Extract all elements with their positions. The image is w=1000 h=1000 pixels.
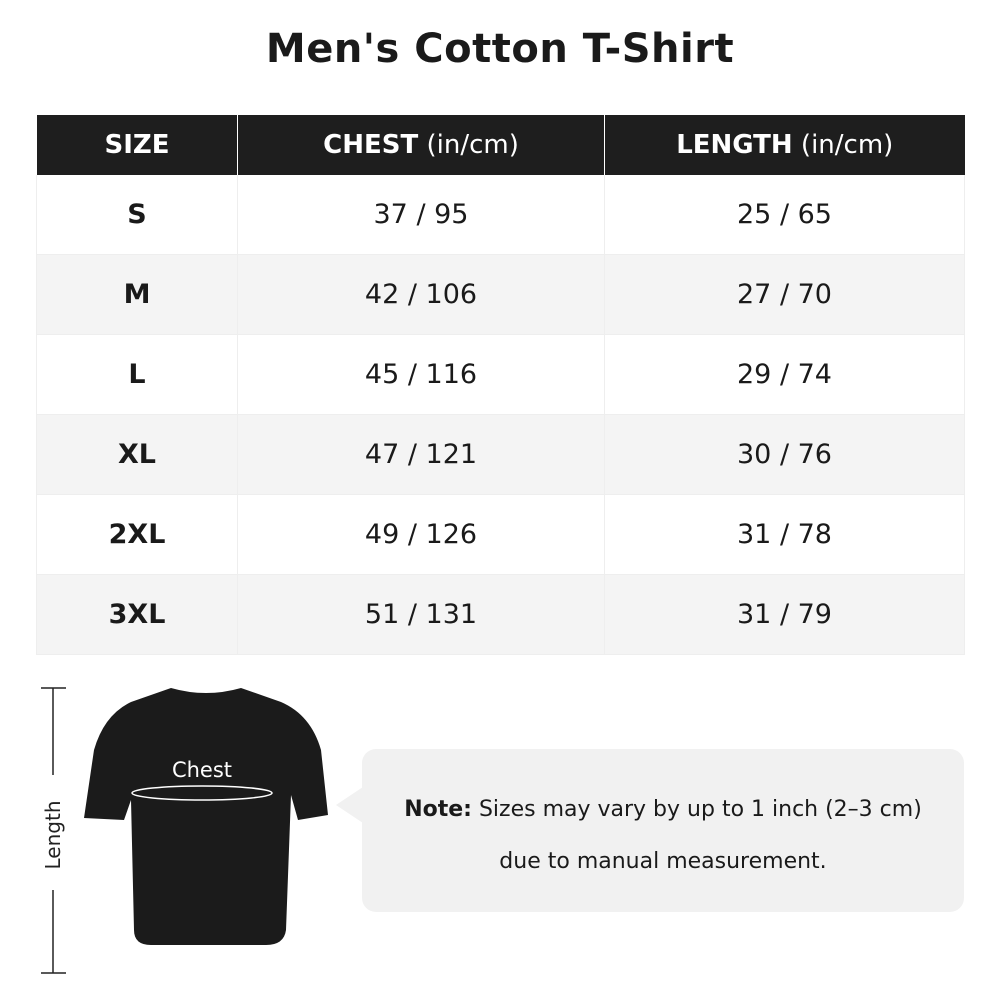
table-row: L 45 / 116 29 / 74 bbox=[36, 334, 965, 415]
table-header-row: SIZE CHEST (in/cm) LENGTH (in/cm) bbox=[36, 115, 965, 175]
chest-cell: 42 / 106 bbox=[237, 254, 605, 335]
column-header-label: SIZE bbox=[104, 130, 170, 160]
chest-cell: 49 / 126 bbox=[237, 494, 605, 575]
table-row: M 42 / 106 27 / 70 bbox=[36, 254, 965, 335]
length-indicator bbox=[41, 687, 66, 974]
table-row: 3XL 51 / 131 31 / 79 bbox=[36, 574, 965, 655]
chest-cell: 37 / 95 bbox=[237, 175, 605, 255]
size-cell: 2XL bbox=[36, 494, 238, 575]
note-text-line2: due to manual measurement. bbox=[499, 849, 827, 874]
size-chart-table: SIZE CHEST (in/cm) LENGTH (in/cm) S 37 / 95… bbox=[36, 115, 965, 655]
length-label: Length bbox=[41, 801, 65, 870]
note-box: Note: Sizes may vary by up to 1 inch (2–… bbox=[362, 749, 964, 912]
chest-cell: 47 / 121 bbox=[237, 414, 605, 495]
column-header-label: LENGTH bbox=[676, 130, 793, 160]
length-cell: 25 / 65 bbox=[604, 175, 965, 255]
chest-cell: 51 / 131 bbox=[237, 574, 605, 655]
note-text-line1: Sizes may vary by up to 1 inch (2–3 cm) bbox=[471, 797, 922, 822]
table-row: XL 47 / 121 30 / 76 bbox=[36, 414, 965, 495]
size-cell: S bbox=[36, 175, 238, 255]
column-header-label: CHEST bbox=[323, 130, 419, 160]
length-cell: 29 / 74 bbox=[604, 334, 965, 415]
note-label: Note: bbox=[404, 797, 472, 822]
column-header: CHEST (in/cm) bbox=[237, 115, 605, 175]
chest-cell: 45 / 116 bbox=[237, 334, 605, 415]
length-cell: 27 / 70 bbox=[604, 254, 965, 335]
length-cell: 31 / 78 bbox=[604, 494, 965, 575]
table-row: S 37 / 95 25 / 65 bbox=[36, 175, 965, 255]
size-cell: 3XL bbox=[36, 574, 238, 655]
table-row: 2XL 49 / 126 31 / 78 bbox=[36, 494, 965, 575]
length-cell: 31 / 79 bbox=[604, 574, 965, 655]
column-header: SIZE bbox=[36, 115, 238, 175]
chest-label: Chest bbox=[172, 758, 232, 782]
speech-bubble-tail bbox=[336, 785, 366, 825]
tshirt-diagram: Length Chest bbox=[41, 687, 328, 974]
size-cell: M bbox=[36, 254, 238, 335]
column-header-unit: (in/cm) bbox=[418, 130, 519, 160]
size-cell: XL bbox=[36, 414, 238, 495]
size-cell: L bbox=[36, 334, 238, 415]
length-cell: 30 / 76 bbox=[604, 414, 965, 495]
column-header: LENGTH (in/cm) bbox=[604, 115, 965, 175]
tshirt-icon bbox=[84, 688, 328, 945]
column-header-unit: (in/cm) bbox=[792, 130, 894, 160]
page-title: Men's Cotton T-Shirt bbox=[265, 26, 735, 72]
